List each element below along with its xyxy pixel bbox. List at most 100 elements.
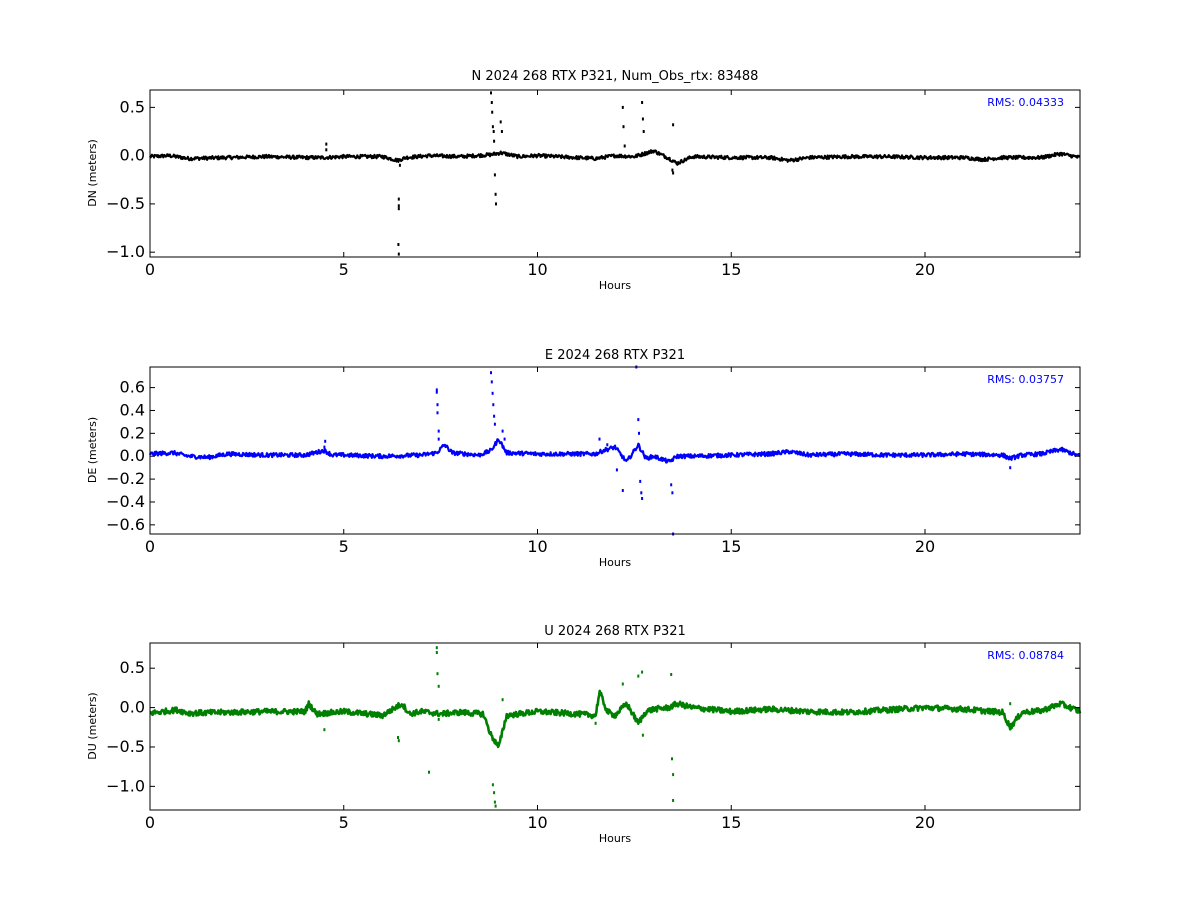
data-point xyxy=(671,491,674,495)
data-point xyxy=(670,483,673,487)
y-tick-label: 0.4 xyxy=(120,400,145,419)
x-axis: 0 5 10 15 20 xyxy=(145,90,935,279)
data-point xyxy=(637,674,640,678)
data-point xyxy=(397,252,400,256)
data-point xyxy=(638,431,640,435)
y-tick-label: 0.6 xyxy=(120,378,145,397)
data-points xyxy=(149,91,1081,256)
x-tick-label: 20 xyxy=(915,260,935,279)
y-tick-label: 0.0 xyxy=(120,698,145,717)
data-point xyxy=(492,130,495,133)
data-point xyxy=(437,437,440,441)
data-point xyxy=(621,682,624,686)
data-point xyxy=(1009,702,1012,706)
data-point xyxy=(397,243,400,246)
data-points xyxy=(148,365,1081,536)
data-point xyxy=(639,479,642,483)
data-point xyxy=(1009,466,1012,470)
data-point xyxy=(641,117,644,121)
data-point xyxy=(491,125,494,129)
data-point xyxy=(623,144,626,148)
data-point xyxy=(493,422,496,426)
rms-annotation: RMS: 0.08784 xyxy=(987,649,1064,662)
data-point xyxy=(671,168,674,172)
x-tick-label: 10 xyxy=(527,260,547,279)
subplot-up: U 2024 268 RTX P321 0 5 10 15 20 0.5 0.0 −0.5 −… xyxy=(86,624,1082,845)
y-tick-label: 0.0 xyxy=(120,446,145,465)
data-point xyxy=(397,204,400,208)
x-tick-label: 20 xyxy=(915,813,935,832)
data-point xyxy=(397,739,400,743)
data-point xyxy=(493,139,496,143)
data-point xyxy=(325,142,328,146)
x-tick-label: 10 xyxy=(527,813,547,832)
data-trace xyxy=(149,149,1081,166)
data-point xyxy=(323,728,326,732)
data-point xyxy=(490,101,493,104)
data-point xyxy=(494,804,497,808)
x-tick-label: 5 xyxy=(339,813,349,832)
y-axis-label: DU (meters) xyxy=(86,692,99,759)
data-point xyxy=(499,120,502,124)
y-tick-label: −0.2 xyxy=(106,469,145,488)
x-tick-label: 15 xyxy=(721,813,741,832)
data-point xyxy=(622,125,625,129)
subplot-east: E 2024 268 RTX P321 0 5 10 15 20 0.60.40.20.… xyxy=(86,348,1081,569)
subplot-north: N 2024 268 RTX P321, Num_Obs_rtx: 83488 … xyxy=(86,69,1081,292)
data-point xyxy=(436,672,439,676)
y-tick-label: −0.5 xyxy=(106,737,145,756)
plot-frame xyxy=(149,89,1081,258)
y-axis: 0.6 0.4 0.2 0.0 −0.2 −0.4 −0.6 xyxy=(106,378,1080,534)
chart-title: U 2024 268 RTX P321 xyxy=(544,624,686,639)
plot-frame xyxy=(149,366,1081,535)
data-point xyxy=(621,105,624,109)
data-point xyxy=(435,651,438,654)
data-point xyxy=(436,403,439,407)
plot-frame xyxy=(149,642,1081,811)
data-point xyxy=(493,173,496,177)
data-point xyxy=(672,799,675,802)
data-point xyxy=(437,717,440,721)
data-point xyxy=(437,684,440,688)
data-point xyxy=(493,800,496,804)
x-tick-label: 0 xyxy=(145,260,155,279)
data-point xyxy=(500,130,503,133)
y-tick-label: −0.4 xyxy=(106,492,145,511)
data-point xyxy=(637,418,640,422)
y-tick-label: 0.0 xyxy=(120,146,145,165)
data-point xyxy=(397,197,400,201)
x-axis-label: Hours xyxy=(599,832,631,845)
data-point xyxy=(494,192,497,196)
data-point xyxy=(490,371,492,375)
data-point xyxy=(615,468,618,472)
data-point xyxy=(642,130,645,133)
x-tick-label: 15 xyxy=(721,537,741,556)
data-point xyxy=(641,670,644,674)
data-point xyxy=(428,770,430,774)
data-trace xyxy=(148,438,1081,464)
data-point xyxy=(672,773,675,777)
data-point xyxy=(435,646,438,650)
y-tick-label: 0.2 xyxy=(120,423,145,442)
data-point xyxy=(671,757,673,761)
x-tick-label: 10 xyxy=(527,537,547,556)
data-point xyxy=(324,439,327,443)
data-point xyxy=(641,733,644,737)
data-point xyxy=(491,391,494,395)
x-tick-label: 20 xyxy=(915,537,935,556)
data-point xyxy=(435,388,438,392)
data-point xyxy=(672,171,675,175)
y-tick-label: −1.0 xyxy=(106,242,145,261)
data-point xyxy=(493,414,496,418)
data-point xyxy=(491,783,494,787)
data-point xyxy=(435,390,438,394)
data-point xyxy=(598,437,601,441)
chart-title: E 2024 268 RTX P321 xyxy=(545,348,685,363)
data-point xyxy=(621,489,624,492)
data-point xyxy=(492,403,495,407)
data-point xyxy=(495,202,497,206)
data-point xyxy=(491,110,494,114)
data-point xyxy=(501,429,504,433)
data-point xyxy=(323,445,326,449)
